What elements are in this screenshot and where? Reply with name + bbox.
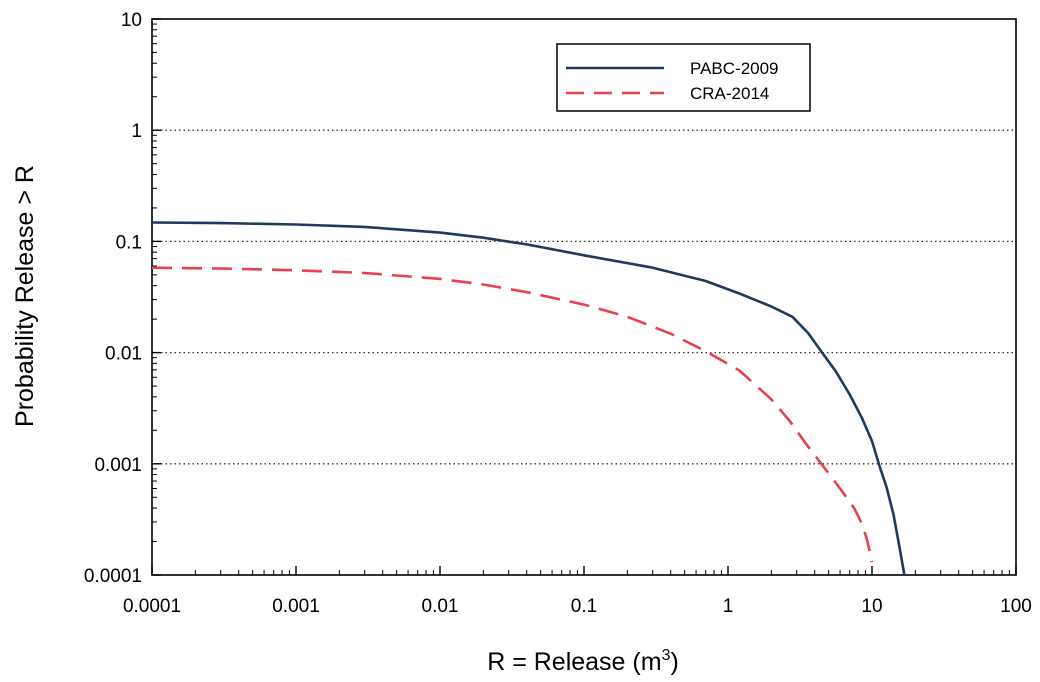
gridlines — [152, 129, 1016, 465]
y-tick-label: 0.001 — [94, 455, 142, 476]
x-axis-title: R = Release (m3) — [487, 647, 679, 676]
series-line-cra-2014 — [151, 266, 874, 563]
y-tick-label: 0.01 — [105, 344, 142, 365]
x-tick-label: 0.1 — [571, 596, 597, 617]
x-axis-title-suffix: ) — [670, 648, 678, 676]
legend-box — [556, 43, 811, 112]
y-tick-label: 0.0001 — [84, 566, 142, 587]
y-axis-title: Probability Release > R — [11, 165, 39, 427]
series-line-pabc-2009 — [151, 221, 906, 576]
series-lines — [151, 221, 906, 576]
x-tick-label: 0.0001 — [123, 596, 181, 617]
y-tick-label: 1 — [131, 121, 142, 142]
legend-label-pabc-2009: PABC-2009 — [690, 59, 779, 78]
x-tick-label: 1 — [723, 596, 734, 617]
y-tick-label: 10 — [121, 10, 142, 31]
legend-label-cra-2014: CRA-2014 — [690, 84, 769, 103]
legend: PABC-2009 CRA-2014 — [556, 43, 811, 112]
x-tick-label: 0.001 — [272, 596, 320, 617]
x-tick-label: 100 — [1000, 596, 1032, 617]
y-tick-label: 0.1 — [116, 232, 142, 253]
x-tick-label: 10 — [861, 596, 882, 617]
x-axis-title-text: R = Release (m — [487, 648, 661, 676]
x-tick-label: 0.01 — [422, 596, 459, 617]
x-axis-title-superscript: 3 — [662, 647, 671, 664]
axes: 0.0001 0.001 0.01 0.1 1 10 0.0001 0.001 0.01 0.1 1… — [84, 10, 1032, 617]
